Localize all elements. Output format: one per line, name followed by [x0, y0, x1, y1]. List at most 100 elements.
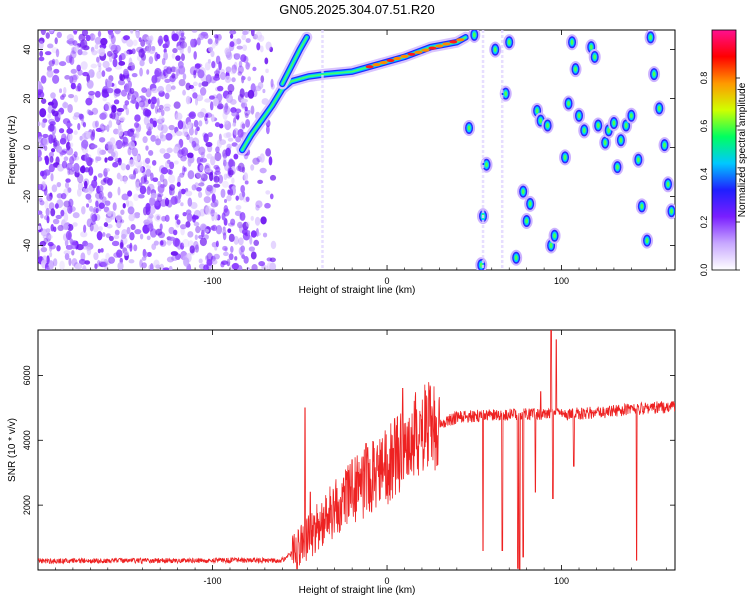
noise-speck	[68, 257, 72, 267]
noise-speck	[48, 234, 53, 240]
noise-speck	[174, 215, 179, 221]
noise-speck	[141, 262, 147, 269]
noise-speck	[238, 60, 243, 68]
noise-speck	[170, 251, 179, 256]
noise-speck	[114, 229, 120, 236]
noise-speck	[183, 167, 187, 172]
noise-speck	[251, 263, 258, 270]
blob-core	[593, 54, 597, 60]
noise-speck	[133, 122, 140, 128]
noise-speck	[213, 34, 219, 39]
noise-speck	[192, 214, 197, 223]
noise-speck	[181, 131, 187, 136]
noise-speck	[262, 88, 266, 94]
noise-speck	[205, 141, 213, 147]
noise-speck	[217, 103, 224, 110]
noise-speck	[227, 83, 235, 93]
figure-title: GN05.2025.304.07.51.R20	[279, 2, 434, 17]
noise-speck	[241, 101, 246, 110]
noise-speck	[150, 192, 158, 199]
noise-speck	[171, 73, 176, 79]
blob-core	[629, 113, 633, 119]
noise-speck	[74, 263, 83, 270]
noise-speck	[138, 48, 145, 58]
noise-speck	[189, 245, 195, 254]
noise-speck	[99, 261, 107, 268]
noise-speck	[200, 173, 208, 182]
noise-speck	[228, 253, 234, 261]
noise-speck	[128, 91, 136, 100]
blob-core	[636, 157, 640, 163]
noise-speck	[81, 206, 86, 215]
colorbar-tick-label: 0.6	[699, 120, 709, 133]
noise-speck	[143, 115, 150, 126]
noise-speck	[117, 157, 122, 166]
trace-hotspot	[421, 48, 430, 52]
noise-speck	[168, 124, 175, 131]
noise-speck	[177, 120, 184, 130]
noise-speck	[194, 97, 199, 106]
noise-speck	[226, 261, 231, 267]
energy-blob	[614, 132, 627, 149]
noise-speck	[240, 102, 248, 109]
noise-speck	[52, 258, 58, 267]
noise-speck	[233, 153, 239, 160]
noise-speck	[187, 121, 193, 129]
noise-speck	[168, 169, 173, 175]
noise-speck	[165, 83, 172, 93]
noise-speck	[242, 44, 248, 51]
x-tick-label: 0	[385, 576, 390, 586]
noise-speck	[124, 100, 130, 106]
noise-speck	[225, 132, 232, 138]
blob-core	[504, 91, 508, 97]
noise-speck	[213, 253, 220, 260]
energy-blob	[475, 257, 488, 270]
noise-speck	[119, 242, 124, 250]
top-y-axis: -40 -20 0 20 40	[22, 45, 675, 252]
noise-speck	[145, 203, 151, 212]
y-tick-label: -40	[22, 239, 32, 252]
noise-speck	[76, 243, 84, 251]
noise-speck	[89, 223, 94, 232]
noise-speck	[66, 141, 71, 151]
noise-speck	[160, 109, 165, 117]
noise-speck	[265, 68, 269, 74]
noise-speck	[146, 235, 151, 241]
noise-speck	[112, 58, 118, 68]
noise-speck	[111, 240, 120, 247]
noise-speck	[63, 212, 69, 223]
colorbar-tick-label: 0.4	[699, 168, 709, 181]
noise-speck	[60, 209, 65, 217]
noise-speck	[135, 178, 141, 188]
noise-speck	[134, 114, 141, 122]
colorbar-tick-label: 0.8	[699, 72, 709, 85]
blob-core	[472, 32, 476, 38]
x-tick-label: -100	[204, 576, 222, 586]
noise-speck	[94, 120, 100, 128]
noise-speck	[200, 107, 207, 118]
noise-speck	[244, 106, 248, 112]
noise-speck	[100, 125, 105, 130]
noise-speck	[131, 64, 135, 71]
noise-speck	[150, 134, 157, 142]
noise-speck	[85, 34, 91, 42]
noise-speck	[85, 97, 93, 106]
noise-speck	[38, 37, 45, 44]
noise-speck	[231, 177, 235, 184]
noise-speck	[260, 75, 265, 83]
noise-speck	[145, 145, 149, 151]
noise-speck	[135, 31, 139, 37]
noise-speck	[80, 61, 88, 70]
noise-speck	[215, 240, 219, 248]
noise-speck	[125, 107, 130, 116]
blob-core	[539, 118, 543, 124]
noise-speck	[260, 216, 267, 225]
noise-speck	[180, 188, 186, 195]
noise-speck	[228, 170, 235, 176]
noise-speck	[46, 69, 54, 78]
noise-speck	[135, 101, 139, 110]
noise-speck	[54, 59, 59, 66]
noise-speck	[222, 245, 228, 251]
noise-speck	[266, 262, 273, 270]
noise-speck	[159, 148, 166, 154]
